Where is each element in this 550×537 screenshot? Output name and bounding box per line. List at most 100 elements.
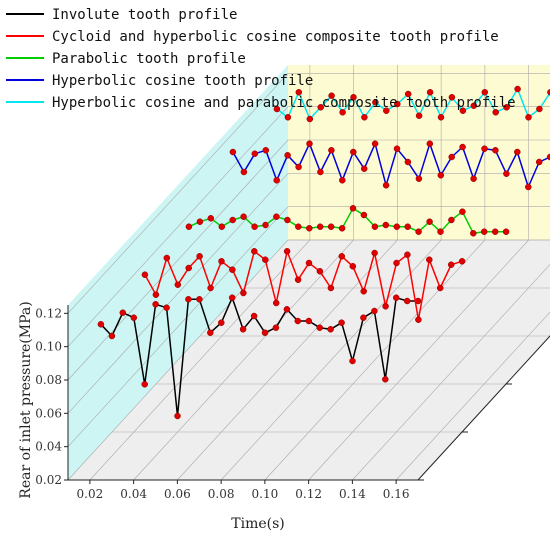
legend-label: Hyperbolic cosine tooth profile bbox=[52, 73, 313, 89]
data-point bbox=[196, 218, 204, 225]
data-point bbox=[470, 175, 477, 182]
data-point bbox=[447, 261, 455, 268]
grid-line-x bbox=[395, 311, 550, 481]
data-point bbox=[338, 253, 346, 260]
data-point bbox=[338, 225, 346, 232]
x-tick-label: 0.12 bbox=[295, 487, 322, 501]
data-point bbox=[503, 170, 510, 177]
grid-line-x bbox=[177, 239, 398, 481]
data-point bbox=[207, 329, 214, 336]
data-point bbox=[360, 165, 368, 172]
data-point bbox=[294, 317, 302, 325]
data-point bbox=[152, 291, 160, 298]
chart-axes: 0.02 0.04 0.06 0.08 0.10 0.12 0.14 0.16 0.02 0.04… bbox=[35, 305, 550, 501]
data-point bbox=[327, 223, 335, 230]
grid-line-y bbox=[67, 239, 289, 481]
data-point bbox=[371, 223, 379, 230]
data-point bbox=[196, 253, 203, 260]
legend-label: Hyperbolic cosine and parabolic composit… bbox=[52, 95, 516, 111]
data-point bbox=[547, 89, 550, 96]
data-point bbox=[371, 307, 378, 315]
data-point bbox=[437, 172, 445, 179]
data-point bbox=[207, 215, 215, 222]
data-point bbox=[448, 153, 455, 161]
data-point bbox=[316, 268, 324, 275]
x-tick-label: 0.04 bbox=[120, 487, 147, 501]
data-point bbox=[273, 213, 280, 220]
data-point bbox=[393, 145, 401, 152]
data-point bbox=[207, 284, 214, 292]
data-point bbox=[218, 319, 225, 326]
data-point bbox=[185, 223, 193, 230]
data-point bbox=[119, 309, 127, 316]
data-point bbox=[229, 216, 236, 224]
data-point bbox=[328, 147, 335, 154]
data-point bbox=[250, 312, 258, 320]
data-point bbox=[426, 218, 433, 225]
data-point bbox=[295, 223, 302, 230]
x-tick-label: 0.14 bbox=[339, 487, 366, 501]
data-point bbox=[251, 223, 258, 230]
data-point bbox=[458, 258, 466, 265]
data-point bbox=[350, 148, 357, 156]
legend-label: Parabolic tooth profile bbox=[52, 51, 246, 67]
grid-line-y bbox=[67, 173, 289, 414]
data-point bbox=[283, 306, 291, 313]
data-point bbox=[185, 264, 192, 272]
data-point bbox=[349, 205, 357, 212]
data-point bbox=[535, 158, 543, 166]
data-point bbox=[491, 228, 499, 235]
data-point bbox=[382, 376, 389, 383]
data-point bbox=[426, 89, 434, 96]
data-point bbox=[306, 140, 313, 147]
data-point bbox=[437, 228, 444, 235]
grid-line-y bbox=[67, 73, 289, 314]
grid-line-x bbox=[89, 239, 311, 481]
data-point bbox=[382, 182, 390, 189]
grid-line-x bbox=[220, 239, 442, 481]
data-point bbox=[141, 381, 148, 388]
data-point bbox=[239, 326, 247, 333]
data-point bbox=[174, 412, 181, 420]
legend-label: Cycloid and hyperbolic cosine composite … bbox=[52, 29, 499, 45]
legend-label: Involute tooth profile bbox=[52, 7, 237, 23]
data-point bbox=[371, 140, 379, 147]
data-point bbox=[141, 271, 149, 278]
data-point bbox=[514, 148, 521, 156]
chart-grid bbox=[67, 65, 550, 481]
data-point bbox=[382, 303, 389, 310]
grid-line-x bbox=[264, 239, 486, 481]
chart-legend: Involute tooth profile Cycloid and hyperb… bbox=[6, 7, 516, 111]
data-point bbox=[163, 304, 170, 311]
data-point bbox=[240, 213, 247, 220]
depth-axis-line bbox=[417, 335, 550, 481]
data-point bbox=[240, 289, 247, 297]
data-point bbox=[294, 276, 302, 283]
data-point bbox=[415, 316, 422, 323]
data-point bbox=[295, 89, 303, 96]
data-point bbox=[228, 294, 236, 301]
data-point bbox=[262, 147, 270, 154]
data-point bbox=[261, 329, 269, 336]
data-point bbox=[350, 94, 357, 101]
data-point bbox=[480, 228, 488, 235]
data-point bbox=[338, 319, 345, 326]
data-point bbox=[305, 259, 313, 267]
x-tick-label: 0.10 bbox=[252, 487, 279, 501]
data-point bbox=[371, 249, 378, 257]
data-point bbox=[272, 324, 280, 331]
data-point bbox=[262, 256, 269, 263]
data-point bbox=[218, 223, 226, 230]
data-point bbox=[218, 258, 225, 265]
grid-line-y bbox=[67, 139, 289, 381]
data-point bbox=[459, 143, 466, 151]
data-point bbox=[404, 251, 411, 258]
data-point bbox=[361, 114, 368, 121]
data-point bbox=[349, 357, 356, 365]
grid-line-x bbox=[133, 239, 354, 481]
data-point bbox=[284, 114, 292, 121]
y-tick-label: 0.04 bbox=[35, 440, 62, 454]
data-point bbox=[349, 263, 357, 270]
data-point bbox=[272, 299, 280, 307]
